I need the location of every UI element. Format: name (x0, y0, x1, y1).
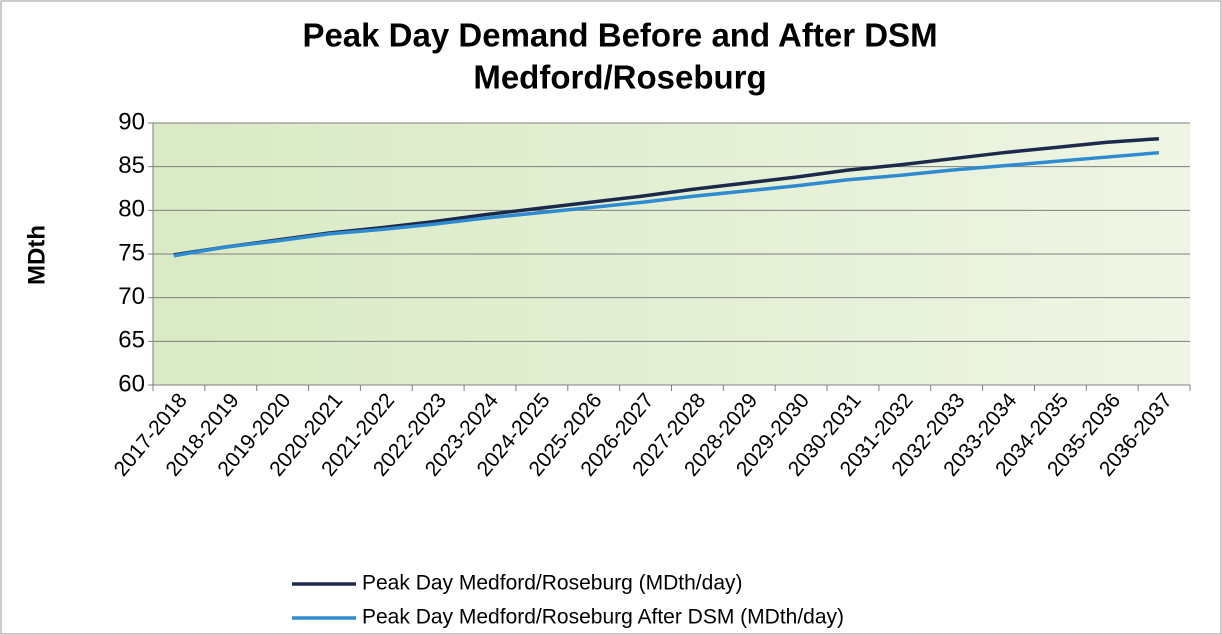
chart-title: Medford/Roseburg (473, 59, 766, 96)
y-axis-label: MDth (23, 225, 50, 285)
legend-label: Peak Day Medford/Roseburg (MDth/day) (362, 572, 743, 595)
y-tick-label: 70 (118, 283, 145, 310)
y-tick-label: 80 (118, 196, 145, 223)
series-line (173, 150, 1160, 258)
legend-label: Peak Day Medford/Roseburg After DSM (MDt… (362, 606, 844, 629)
y-tick-label: 85 (118, 152, 145, 179)
y-tick-label: 65 (118, 327, 145, 354)
y-tick-label: 90 (118, 108, 145, 135)
chart-title: Peak Day Demand Before and After DSM (302, 17, 937, 54)
y-tick-label: 60 (118, 370, 145, 397)
y-tick-label: 75 (118, 239, 145, 266)
